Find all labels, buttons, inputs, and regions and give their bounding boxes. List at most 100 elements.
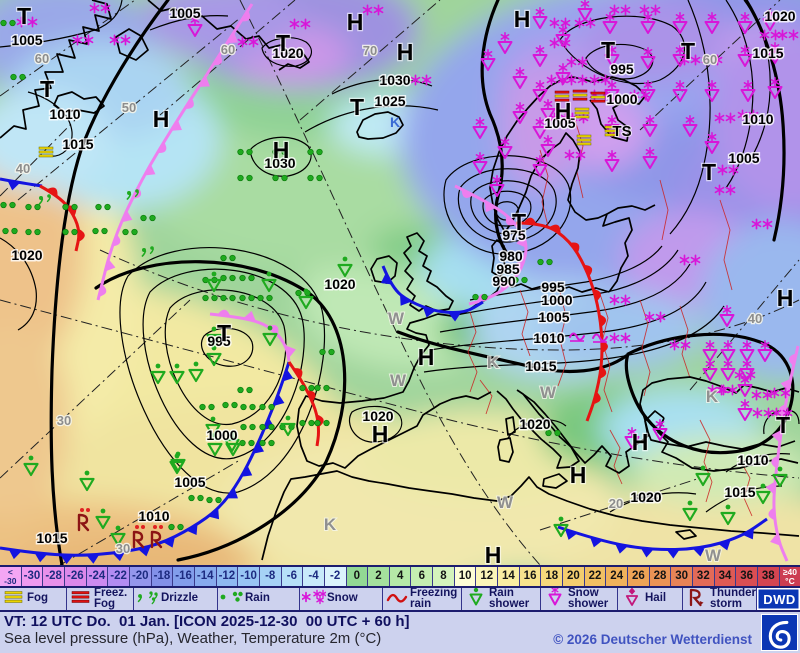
scale-cell: 30: [671, 567, 693, 586]
svg-text:30: 30: [116, 541, 130, 556]
snow-icon: [301, 588, 327, 610]
svg-text:1010: 1010: [737, 452, 768, 468]
freezing-rain-icon: [385, 588, 409, 610]
svg-text:1015: 1015: [752, 45, 783, 61]
svg-text:20: 20: [609, 496, 623, 511]
svg-text:1015: 1015: [724, 484, 755, 500]
legend-label: Thunder storm: [710, 588, 756, 610]
legend-item-thunder-storm: Thunder storm: [683, 588, 757, 610]
svg-text:H: H: [485, 542, 502, 565]
svg-text:1005: 1005: [169, 5, 200, 21]
scale-cell: 2: [368, 567, 390, 586]
svg-text:1020: 1020: [11, 247, 42, 263]
major-isobars: [49, 0, 795, 567]
scale-cell: 20: [563, 567, 585, 586]
scale-cell: 8: [433, 567, 455, 586]
svg-text:70: 70: [363, 43, 377, 58]
svg-text:1005: 1005: [544, 115, 575, 131]
legend-item-rain: Rain: [218, 588, 300, 610]
legend-label: Hail: [645, 592, 667, 605]
scale-cell: -24: [86, 567, 109, 586]
svg-text:1015: 1015: [36, 530, 67, 546]
svg-text:1030: 1030: [379, 72, 410, 88]
snow-shower-icon: [543, 588, 567, 610]
footer: VT: 12 UTC Do. 01 Jan. [ICON 2025-12-30 …: [0, 612, 800, 653]
legend-label: Snow: [327, 592, 358, 605]
legend-item-snow-shower: Snow shower: [541, 588, 618, 610]
country-borders: [467, 119, 753, 517]
scale-cell: -26: [64, 567, 87, 586]
svg-text:1005: 1005: [538, 309, 569, 325]
legend-item-drizzle: Drizzle: [134, 588, 218, 610]
legend-item-freezing-rain: Freezing rain: [383, 588, 462, 610]
freezing-fog-icon: [69, 588, 93, 610]
svg-text:1015: 1015: [62, 136, 93, 152]
drizzle-icon: [136, 588, 160, 610]
svg-text:1020: 1020: [630, 489, 661, 505]
scale-cell: -28: [43, 567, 65, 586]
svg-text:T: T: [17, 3, 31, 29]
coastlines: [0, 0, 800, 561]
svg-text:1020: 1020: [519, 416, 550, 432]
svg-text:1005: 1005: [174, 474, 205, 490]
svg-text:T: T: [276, 30, 290, 56]
scale-cell: -12: [216, 567, 239, 586]
svg-text:T: T: [681, 38, 695, 64]
legend-item-fog: Fog: [0, 588, 67, 610]
legend-label: Freez. Fog: [94, 588, 128, 610]
svg-text:60: 60: [35, 51, 49, 66]
scale-cell: 6: [411, 567, 434, 586]
svg-text:50: 50: [122, 100, 136, 115]
svg-text:T: T: [512, 209, 526, 235]
svg-text:1010: 1010: [49, 106, 80, 122]
dwd-spiral-logo: [761, 614, 798, 651]
svg-text:T: T: [776, 412, 790, 438]
rain-icon: [220, 588, 244, 610]
svg-text:1005: 1005: [728, 150, 759, 166]
svg-text:T: T: [40, 76, 54, 102]
svg-text:60: 60: [703, 52, 717, 67]
svg-text:H: H: [777, 285, 794, 311]
svg-text:W: W: [497, 493, 514, 512]
svg-text:H: H: [418, 344, 435, 370]
scale-cell: 34: [714, 567, 737, 586]
svg-text:W: W: [390, 371, 407, 390]
scale-cell: 22: [584, 567, 607, 586]
scale-cell: -16: [173, 567, 195, 586]
svg-text:985: 985: [496, 261, 520, 277]
scale-cell: 28: [649, 567, 672, 586]
legend-label: Freezing rain: [410, 588, 458, 610]
svg-text:K: K: [390, 114, 400, 130]
scale-cell: 32: [693, 567, 715, 586]
svg-text:1030: 1030: [264, 155, 295, 171]
svg-text:1000: 1000: [541, 292, 572, 308]
svg-text:T: T: [601, 37, 615, 63]
svg-text:H: H: [397, 39, 414, 65]
scale-cell: 10: [454, 567, 477, 586]
scale-cell: 16: [519, 567, 542, 586]
scale-cell: -14: [194, 567, 217, 586]
svg-text:H: H: [347, 9, 364, 35]
legend-label: Drizzle: [161, 592, 199, 605]
svg-text:1020: 1020: [764, 8, 795, 24]
svg-text:K: K: [487, 353, 500, 372]
scale-cell: 36: [736, 567, 758, 586]
svg-text:980: 980: [499, 248, 523, 264]
legend: Fog Freez. Fog Drizzle Rain Snow Freezing rai…: [0, 588, 800, 612]
svg-text:H: H: [555, 98, 572, 124]
svg-text:40: 40: [748, 311, 762, 326]
svg-text:H: H: [514, 6, 531, 32]
scale-cell: 0: [346, 567, 369, 586]
svg-text:1010: 1010: [742, 111, 773, 127]
svg-text:1020: 1020: [362, 408, 393, 424]
svg-text:H: H: [153, 106, 170, 132]
scale-cell: 38: [757, 567, 780, 586]
scale-cell: -8: [259, 567, 282, 586]
scale-cell: -18: [151, 567, 174, 586]
legend-label: Snow shower: [568, 588, 609, 610]
svg-text:T: T: [702, 159, 716, 185]
scale-cell: 24: [606, 567, 629, 586]
svg-text:TS: TS: [612, 123, 631, 140]
